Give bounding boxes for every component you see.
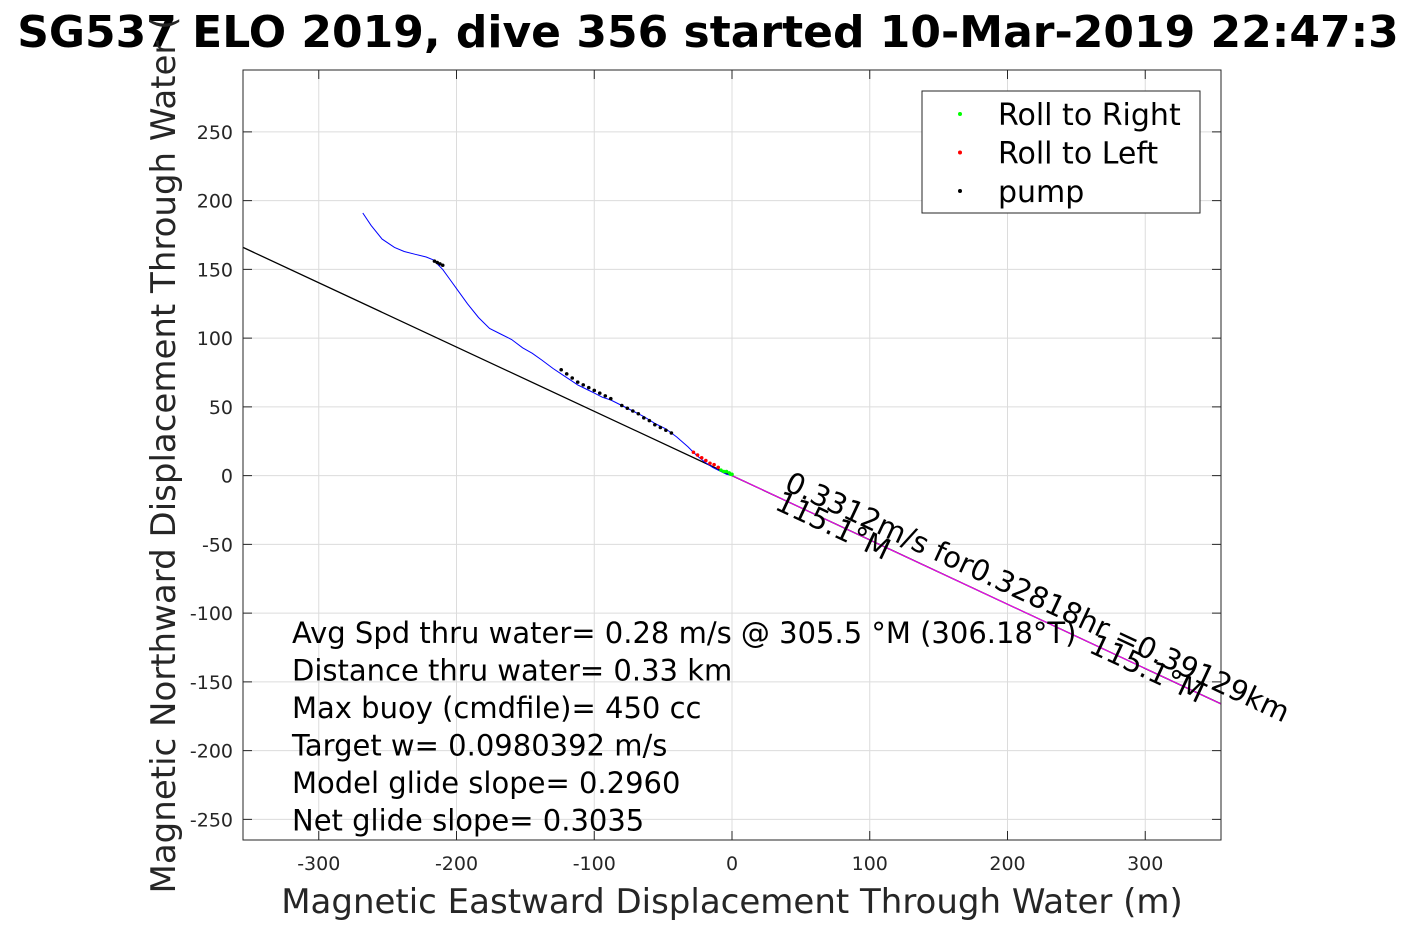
point-pump <box>438 262 442 266</box>
point-pump <box>658 425 663 430</box>
point-pump <box>636 411 641 416</box>
stats-line: Model glide slope= 0.2960 <box>292 766 680 800</box>
legend-marker <box>958 112 962 116</box>
point-roll-right <box>721 469 726 474</box>
point-pump <box>559 367 563 372</box>
point-pump <box>603 394 608 398</box>
y-tick-label: -150 <box>190 672 233 694</box>
chart-title: SG537 ELO 2019, dive 356 started 10-Mar-… <box>17 7 1399 58</box>
series-heading-line <box>731 475 1221 705</box>
x-tick-label: -200 <box>435 853 478 875</box>
point-pump <box>440 263 445 268</box>
y-tick-label: -100 <box>190 603 233 625</box>
point-roll-left <box>695 453 700 457</box>
point-pump <box>597 391 602 395</box>
y-tick-label: 50 <box>209 397 233 419</box>
point-pump <box>653 422 657 427</box>
point-roll-right <box>730 472 734 477</box>
point-pump <box>669 431 674 435</box>
stats-line: Avg Spd thru water= 0.28 m/s @ 305.5 °M … <box>292 616 1076 650</box>
point-pump <box>432 259 437 263</box>
series-track <box>362 212 733 477</box>
point-pump <box>642 416 646 420</box>
point-roll-left <box>708 461 712 466</box>
point-roll-right <box>719 468 723 472</box>
y-tick-label: -50 <box>202 534 233 556</box>
y-tick-label: 200 <box>197 191 233 213</box>
y-tick-label: -200 <box>190 741 233 763</box>
stats-line: Max buoy (cmdfile)= 450 cc <box>292 691 701 725</box>
x-tick-label: 0 <box>726 853 738 875</box>
legend-label: pump <box>998 175 1084 210</box>
point-pump <box>586 385 591 390</box>
y-tick-label: 100 <box>197 328 233 350</box>
x-tick-label: -300 <box>297 853 340 875</box>
point-pump <box>570 376 575 380</box>
point-pump <box>592 388 597 393</box>
point-roll-left <box>712 462 716 467</box>
point-pump <box>631 409 635 413</box>
y-tick-label: -250 <box>190 809 233 831</box>
point-pump <box>620 403 624 408</box>
x-axis-label: Magnetic Eastward Displacement Through W… <box>281 882 1183 922</box>
stats-line: Distance thru water= 0.33 km <box>292 654 732 688</box>
y-tick-label: 150 <box>197 259 233 281</box>
point-roll-right <box>724 469 729 474</box>
stats-line: Net glide slope= 0.3035 <box>292 804 644 838</box>
point-pump <box>664 428 668 433</box>
point-pump <box>564 372 569 376</box>
point-pump <box>608 396 613 401</box>
point-pump <box>435 260 440 265</box>
point-pump <box>625 406 630 411</box>
legend-box <box>921 90 1201 214</box>
point-pump <box>581 383 586 387</box>
x-tick-label: 200 <box>989 853 1025 875</box>
point-pump <box>575 380 580 384</box>
y-tick-label: 250 <box>197 122 233 144</box>
point-roll-left <box>699 455 704 460</box>
x-tick-label: 300 <box>1127 853 1163 875</box>
legend-label: Roll to Right <box>998 98 1181 133</box>
legend-marker <box>958 189 962 193</box>
legend-label: Roll to Left <box>998 137 1158 172</box>
y-axis-label: Magnetic Northward Displacement Through … <box>144 17 184 894</box>
y-tick-label: 0 <box>221 466 233 488</box>
ticks: -300 -200 -100 0 100 200 300 -250 -200 -150 -100 -5… <box>190 70 1221 875</box>
legend-marker <box>958 150 962 155</box>
x-tick-label: -100 <box>573 853 616 875</box>
x-tick-label: 100 <box>852 853 888 875</box>
stats-block: Avg Spd thru water= 0.28 m/s @ 305.5 °M … <box>291 616 1076 838</box>
stats-line: Target w= 0.0980392 m/s <box>291 729 667 763</box>
point-roll-left <box>691 450 696 455</box>
point-roll-left <box>704 458 708 463</box>
point-roll-left <box>716 465 721 470</box>
series-layer <box>243 212 1221 705</box>
point-pump <box>647 418 652 423</box>
